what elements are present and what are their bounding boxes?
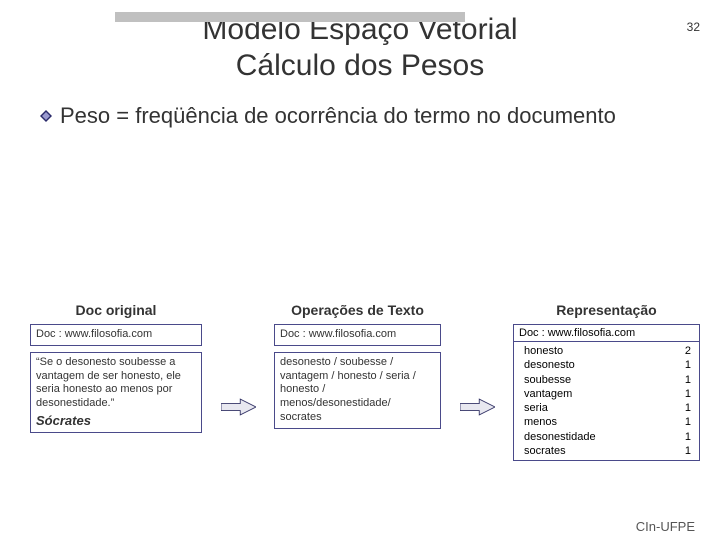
- weight-cell: 1: [685, 373, 691, 387]
- term-cell: soubesse: [524, 373, 571, 387]
- weight-cell: 1: [685, 401, 691, 415]
- term-cell: desonestidade: [524, 430, 596, 444]
- col2-url-box: Doc : www.filosofia.com: [274, 324, 441, 346]
- col1-quote-box: “Se o desonesto soubesse a vantagem de s…: [30, 352, 202, 433]
- page-number: 32: [687, 20, 700, 34]
- weight-cell: 1: [685, 358, 691, 372]
- arrow-2-container: [460, 302, 495, 461]
- arrow-1-container: [221, 302, 256, 461]
- table-row: vantagem 1: [524, 387, 691, 401]
- term-cell: menos: [524, 415, 557, 429]
- diagram-columns: Doc original Doc : www.filosofia.com “Se…: [30, 302, 700, 461]
- table-row: desonesto 1: [524, 358, 691, 372]
- col3-url: Doc : www.filosofia.com: [514, 325, 699, 342]
- arrow-right-icon: [221, 398, 256, 416]
- weight-cell: 1: [685, 430, 691, 444]
- quote-text: “Se o desonesto soubesse a vantagem de s…: [36, 356, 181, 409]
- weight-cell: 1: [685, 415, 691, 429]
- quote-author: Sócrates: [36, 413, 196, 429]
- diamond-bullet-icon: [40, 110, 52, 122]
- table-row: menos 1: [524, 415, 691, 429]
- col1-url-box: Doc : www.filosofia.com: [30, 324, 202, 346]
- term-cell: desonesto: [524, 358, 575, 372]
- bullet-item: Peso = freqüência de ocorrência do termo…: [40, 102, 720, 131]
- representation-box: Doc : www.filosofia.com honesto2desonest…: [513, 324, 700, 461]
- col1-heading: Doc original: [76, 302, 157, 318]
- table-row: honesto 2: [524, 344, 691, 358]
- col2-heading: Operações de Texto: [291, 302, 424, 318]
- term-cell: vantagem: [524, 387, 572, 401]
- col2-tokens-box: desonesto / soubesse / vantagem / honest…: [274, 352, 441, 429]
- title-line-2: Cálculo dos Pesos: [236, 49, 484, 82]
- term-cell: seria: [524, 401, 548, 415]
- weight-cell: 1: [685, 444, 691, 458]
- footer-text: CIn-UFPE: [636, 519, 695, 534]
- term-cell: socrates: [524, 444, 566, 458]
- column-representation: Representação Doc : www.filosofia.com ho…: [513, 302, 700, 461]
- slide-title: Modelo Espaço Vetorial Cálculo dos Pesos: [0, 12, 720, 84]
- representation-table: honesto2desonesto1soubesse1vantagem1seri…: [514, 342, 699, 460]
- arrow-right-icon: [460, 398, 495, 416]
- table-row: socrates 1: [524, 444, 691, 458]
- column-operations: Operações de Texto Doc : www.filosofia.c…: [274, 302, 441, 461]
- table-row: seria 1: [524, 401, 691, 415]
- table-row: soubesse 1: [524, 373, 691, 387]
- bullet-text: Peso = freqüência de ocorrência do termo…: [60, 102, 616, 131]
- col3-heading: Representação: [556, 302, 656, 318]
- column-original: Doc original Doc : www.filosofia.com “Se…: [30, 302, 202, 461]
- decorative-top-bar: [115, 12, 465, 22]
- term-cell: honesto: [524, 344, 563, 358]
- weight-cell: 2: [685, 344, 691, 358]
- table-row: desonestidade 1: [524, 430, 691, 444]
- weight-cell: 1: [685, 387, 691, 401]
